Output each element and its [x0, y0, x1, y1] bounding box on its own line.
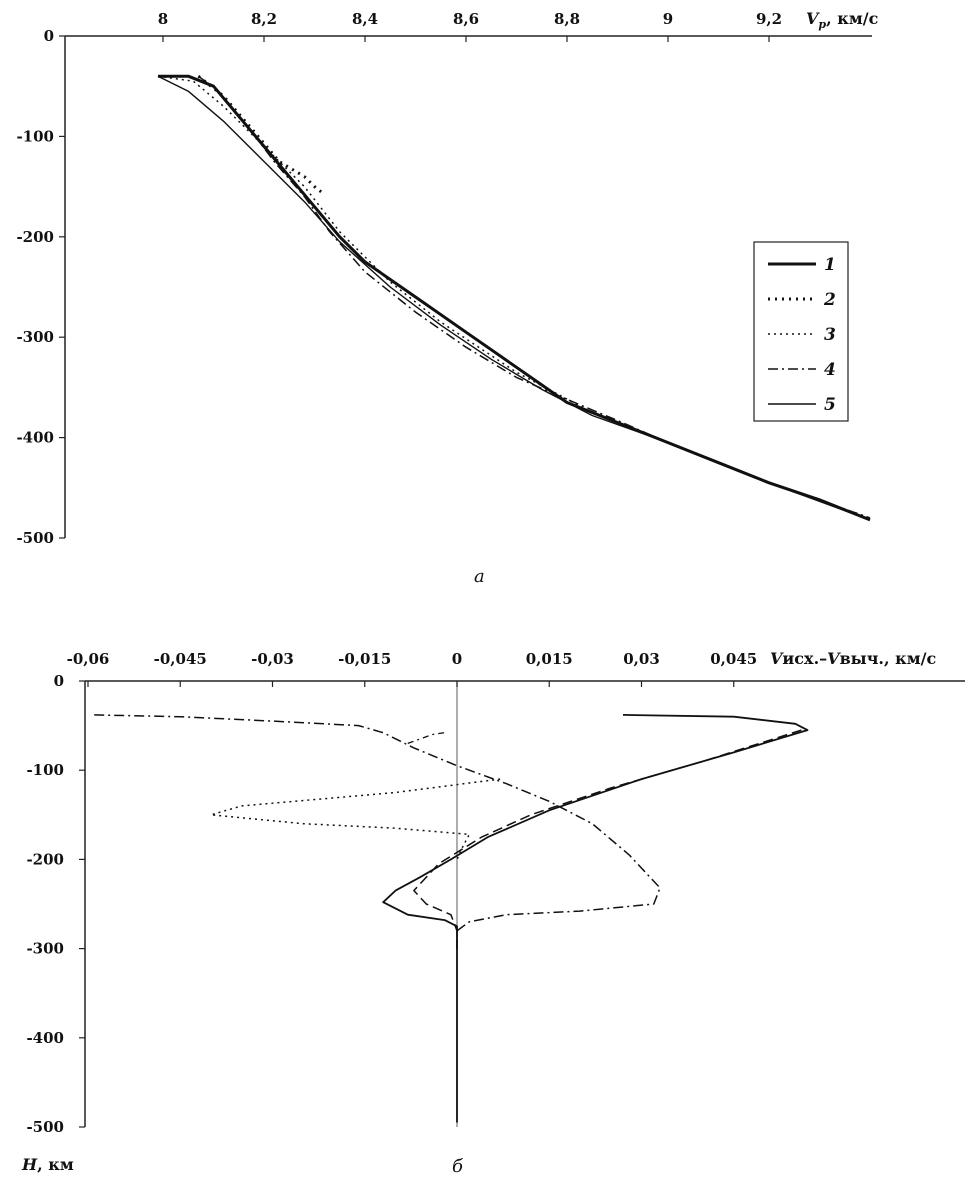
y-tick-label: -500 [16, 529, 54, 547]
legend-label-2: 2 [823, 290, 836, 310]
legend-label-3: 3 [824, 325, 836, 345]
series-line-5 [157, 75, 871, 521]
y-tick-label: -500 [26, 1118, 64, 1136]
legend-box [753, 241, 849, 422]
y-tick-label: -400 [26, 1029, 64, 1047]
x-tick-label: 0,015 [526, 650, 573, 668]
x-tick-label: -0,06 [67, 650, 110, 668]
panel-a-velocity-profile: 8 8,2 8,4 8,6 8,8 9 9,2 0-100-200-300-400-500 … [16, 9, 878, 587]
y-tick-label: -400 [16, 429, 54, 447]
x-tick-label: 0 [452, 650, 462, 668]
panel-b-y-axis-label: H, км [21, 1155, 74, 1174]
panel-a-series [157, 74, 871, 522]
series-line-4 [197, 75, 871, 519]
legend: 1 2 3 4 5 [753, 241, 849, 422]
panel-a-caption: а [474, 566, 485, 587]
legend-label-5: 5 [824, 395, 836, 415]
y-tick-label: -300 [16, 328, 54, 346]
legend-label-4: 4 [824, 360, 836, 380]
x-tick-label: 0,045 [710, 650, 757, 668]
panel-a-axes [64, 35, 872, 538]
y-tick-label: -100 [26, 761, 64, 779]
residual-line-2 [413, 729, 802, 949]
x-tick-label: -0,03 [251, 650, 294, 668]
panel-a-x-ticks: 8 8,2 8,4 8,6 8,8 9 9,2 [158, 10, 782, 42]
panel-b-caption: б [452, 1156, 464, 1177]
residual-line-5 [407, 732, 445, 745]
x-tick-label: 8,4 [352, 10, 378, 28]
panel-a-y-ticks: 0 -100 -200 -300 -400 -500 [16, 27, 65, 547]
x-tick-label: 0,03 [623, 650, 660, 668]
x-tick-label: 8,8 [554, 10, 580, 28]
panel-b-y-ticks: 0 -100 -200 -300 -400 -500 [26, 672, 85, 1136]
y-tick-label: -200 [26, 850, 64, 868]
x-tick-label: 8,2 [251, 10, 277, 28]
y-tick-label: 0 [44, 27, 54, 45]
panel-b-axes [84, 680, 965, 1127]
x-tick-label: 8,6 [453, 10, 479, 28]
panel-b-x-ticks: -0,06 -0,045 -0,03 -0,015 0 0,015 0,03 0,045 [67, 650, 757, 687]
panel-b-series [94, 714, 809, 1123]
panel-b-x-axis-label: Vисх.–Vвыч., км/с [770, 649, 936, 668]
x-tick-label: 9 [663, 10, 673, 28]
series-line-2 [197, 75, 326, 196]
y-tick-label: -200 [16, 228, 54, 246]
y-tick-label: -100 [16, 127, 54, 145]
residual-line-4 [94, 714, 661, 949]
residual-line-3 [210, 778, 501, 860]
legend-label-1: 1 [824, 255, 836, 275]
y-tick-label: -300 [26, 940, 64, 958]
y-tick-label: 0 [54, 672, 64, 690]
x-tick-label: -0,045 [154, 650, 207, 668]
panel-b-residuals: -0,06 -0,045 -0,03 -0,015 0 0,015 0,03 0,045 0-… [21, 649, 965, 1177]
panel-a-x-axis-label: Vp, км/с [806, 9, 879, 31]
residual-line-1 [382, 714, 809, 1123]
x-tick-label: 9,2 [756, 10, 782, 28]
x-tick-label: -0,015 [338, 650, 391, 668]
x-tick-label: 8 [158, 10, 168, 28]
